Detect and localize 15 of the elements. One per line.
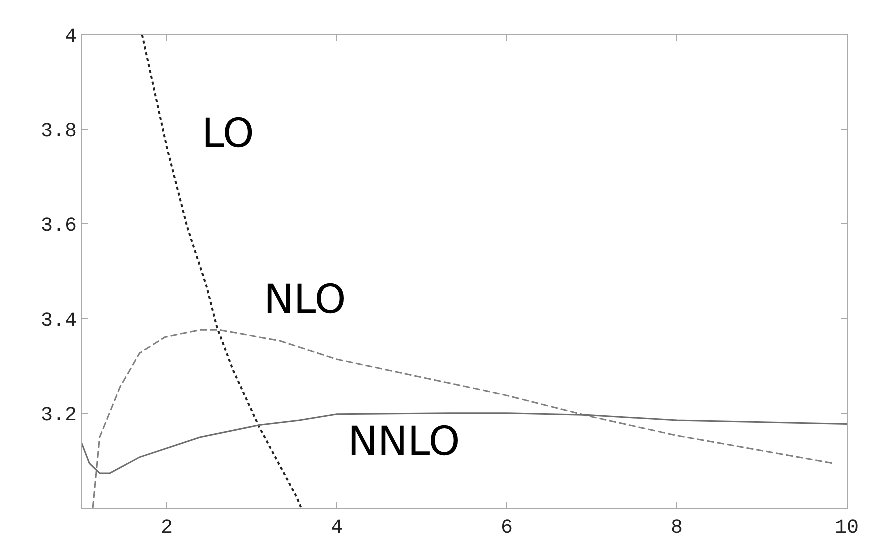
y-tick-label: 3.8	[40, 120, 77, 144]
x-tick-label: 2	[160, 517, 174, 540]
y-tick-label: 3.2	[40, 404, 77, 428]
x-tick-label: 10	[834, 517, 860, 540]
x-tick-label: 6	[500, 517, 514, 540]
series-label: NLO	[264, 277, 346, 323]
x-tick-label: 4	[330, 517, 344, 540]
line-series	[92, 329, 834, 508]
y-tick-label: 4	[64, 26, 77, 49]
x-tick-label: 8	[670, 517, 684, 540]
y-tick-label: 3.6	[40, 215, 77, 238]
series-label: NNLO	[348, 419, 460, 465]
line-series	[82, 412, 847, 474]
y-tick-label: 3.4	[40, 310, 77, 333]
series-label: LO	[202, 111, 254, 157]
